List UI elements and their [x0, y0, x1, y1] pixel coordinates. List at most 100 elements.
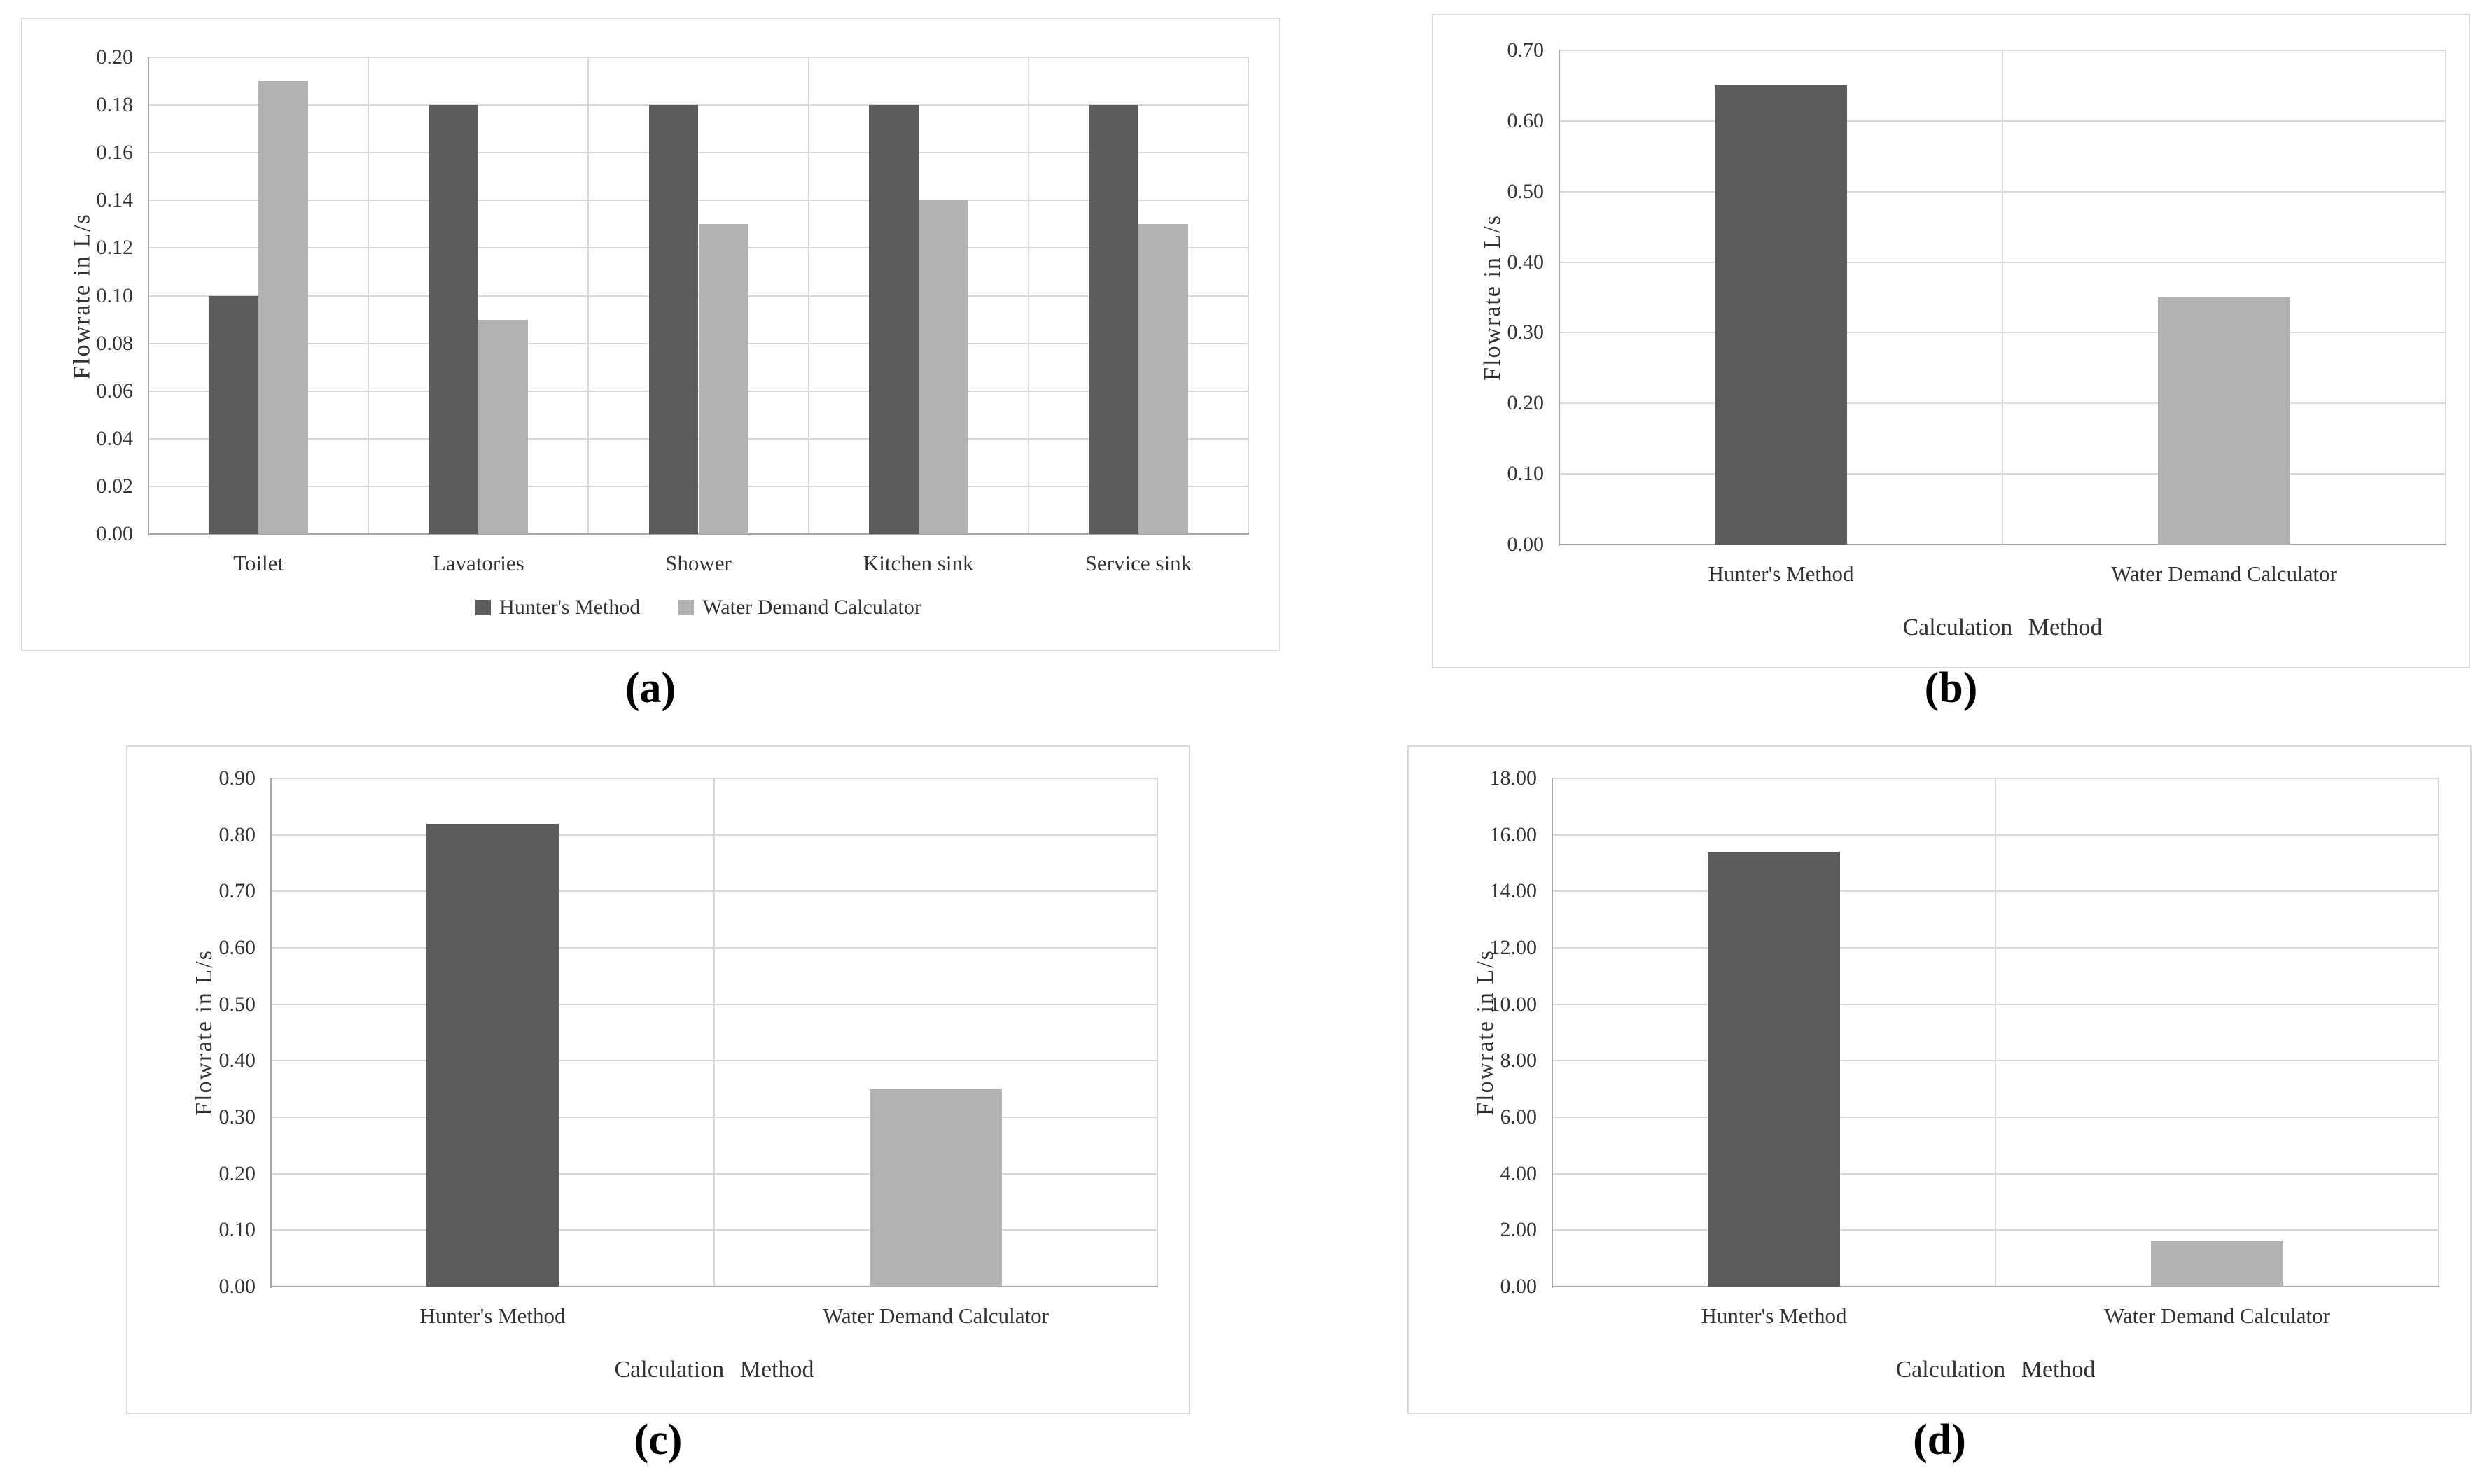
y-tick-label: 0.08 — [96, 331, 134, 355]
bar-hunter-s-method — [1714, 85, 1848, 545]
bar-hunter-s-method — [869, 105, 919, 534]
gridline — [148, 57, 1248, 58]
category-label: Service sink — [1085, 551, 1192, 575]
legend: Hunter's Method Water Demand Calculator — [148, 596, 1248, 620]
y-tick-label: 0.00 — [96, 522, 134, 545]
y-tick-label: 0.06 — [96, 379, 134, 402]
caption-a: (a) — [625, 664, 676, 712]
bar-hunter-s-method — [1089, 105, 1138, 534]
y-tick-label: 0.40 — [1507, 250, 1545, 274]
y-tick-label: 10.00 — [1489, 992, 1538, 1016]
y-axis-line — [1552, 778, 1553, 1288]
y-tick-label: 0.18 — [96, 93, 134, 117]
x-axis-line — [148, 533, 1249, 535]
x-axis-title: Calculation Method — [614, 1357, 814, 1382]
x-axis-line — [1552, 1286, 2439, 1287]
y-tick-label: 0.60 — [1507, 108, 1545, 132]
bar-water-demand-calculator — [478, 319, 528, 534]
y-tick-label: 0.30 — [1507, 321, 1545, 344]
category-label: Hunter's Method — [419, 1303, 566, 1328]
y-axis-line — [1559, 50, 1560, 546]
category-label: Lavatories — [432, 551, 524, 575]
y-tick-label: 0.70 — [1507, 38, 1545, 62]
y-tick-label: 0.00 — [1500, 1275, 1538, 1298]
y-tick-label: 0.10 — [218, 1218, 256, 1242]
legend-item-water-demand-calculator: Water Demand Calculator — [678, 596, 921, 620]
bar-water-demand-calculator — [2150, 1241, 2284, 1287]
gridline — [368, 57, 370, 534]
bar-water-demand-calculator — [869, 1088, 1003, 1287]
x-axis-line — [270, 1286, 1158, 1287]
gridline — [1995, 778, 1996, 1287]
gridline — [1027, 57, 1029, 534]
gridline — [713, 778, 715, 1287]
y-axis-title: Flowrate in L/s — [69, 212, 95, 379]
bar-hunter-s-method — [209, 295, 259, 534]
y-tick-label: 0.50 — [1507, 179, 1545, 203]
y-tick-label: 0.20 — [1507, 391, 1545, 415]
gridline — [2438, 778, 2439, 1287]
y-tick-label: 18.00 — [1489, 766, 1538, 790]
caption-b: (b) — [1924, 664, 1978, 712]
y-axis-title: Flowrate in L/s — [1472, 949, 1498, 1116]
y-tick-label: 0.16 — [96, 141, 134, 164]
caption-c: (c) — [634, 1416, 683, 1464]
x-axis-title: Calculation Method — [1902, 615, 2103, 640]
gridline — [2002, 50, 2003, 545]
y-tick-label: 12.00 — [1489, 936, 1538, 959]
gridline — [148, 200, 1248, 202]
category-label: Toilet — [233, 551, 284, 575]
category-label: Hunter's Method — [1708, 561, 1854, 586]
chart-panel-d: 0.00 2.00 4.00 6.00 8.00 10.00 12.00 14.00 16.00… — [1407, 746, 2472, 1414]
y-tick-label: 0.50 — [218, 992, 256, 1016]
y-tick-label: 0.10 — [96, 284, 134, 307]
bar-hunter-s-method — [429, 105, 479, 534]
gridline — [587, 57, 590, 534]
bar-water-demand-calculator — [1138, 224, 1188, 534]
legend-swatch-hunter-s-method — [475, 600, 492, 615]
gridline — [1157, 778, 1158, 1287]
y-tick-label: 6.00 — [1500, 1105, 1538, 1128]
category-label: Water Demand Calculator — [823, 1303, 1049, 1328]
y-axis-title: Flowrate in L/s — [1479, 214, 1505, 381]
gridline — [1248, 57, 1249, 534]
legend-label: Hunter's Method — [499, 596, 641, 619]
bar-hunter-s-method — [648, 105, 699, 534]
y-tick-label: 0.00 — [1507, 533, 1545, 556]
y-tick-label: 0.00 — [218, 1275, 256, 1298]
y-axis-title: Flowrate in L/s — [191, 949, 217, 1116]
y-tick-label: 0.70 — [218, 879, 256, 903]
gridline — [2445, 50, 2446, 545]
y-tick-label: 0.90 — [218, 766, 256, 790]
chart-panel-a: 0.00 0.02 0.04 0.06 0.08 0.10 0.12 0.14 0.16 0.18… — [21, 18, 1280, 651]
x-axis-title: Calculation Method — [1895, 1357, 2096, 1382]
bar-water-demand-calculator — [918, 200, 968, 534]
y-tick-label: 2.00 — [1500, 1218, 1538, 1242]
y-tick-label: 0.14 — [96, 188, 134, 212]
y-tick-label: 14.00 — [1489, 879, 1538, 903]
bar-hunter-s-method — [426, 823, 559, 1287]
y-tick-label: 4.00 — [1500, 1161, 1538, 1185]
y-tick-label: 8.00 — [1500, 1049, 1538, 1072]
y-tick-label: 0.10 — [1507, 462, 1545, 486]
y-tick-label: 0.20 — [218, 1161, 256, 1185]
legend-swatch-water-demand-calculator — [678, 600, 695, 615]
bar-hunter-s-method — [1707, 851, 1841, 1287]
x-axis-line — [1559, 544, 2446, 545]
category-label: Kitchen sink — [863, 551, 974, 575]
chart-panel-b: 0.00 0.10 0.20 0.30 0.40 0.50 0.60 0.70 Hunter's… — [1432, 14, 2470, 668]
y-tick-label: 0.30 — [218, 1105, 256, 1128]
y-tick-label: 0.12 — [96, 236, 134, 260]
legend-item-hunter-s-method: Hunter's Method — [475, 596, 640, 620]
y-tick-label: 0.60 — [218, 936, 256, 959]
bar-water-demand-calculator — [2157, 298, 2291, 545]
category-label: Hunter's Method — [1701, 1303, 1847, 1328]
legend-label: Water Demand Calculator — [702, 596, 921, 619]
category-label: Shower — [665, 551, 732, 575]
y-tick-label: 0.02 — [96, 474, 134, 498]
y-tick-label: 0.80 — [218, 822, 256, 846]
y-tick-label: 0.04 — [96, 426, 134, 450]
y-tick-label: 0.20 — [96, 46, 134, 69]
gridline — [148, 104, 1248, 106]
